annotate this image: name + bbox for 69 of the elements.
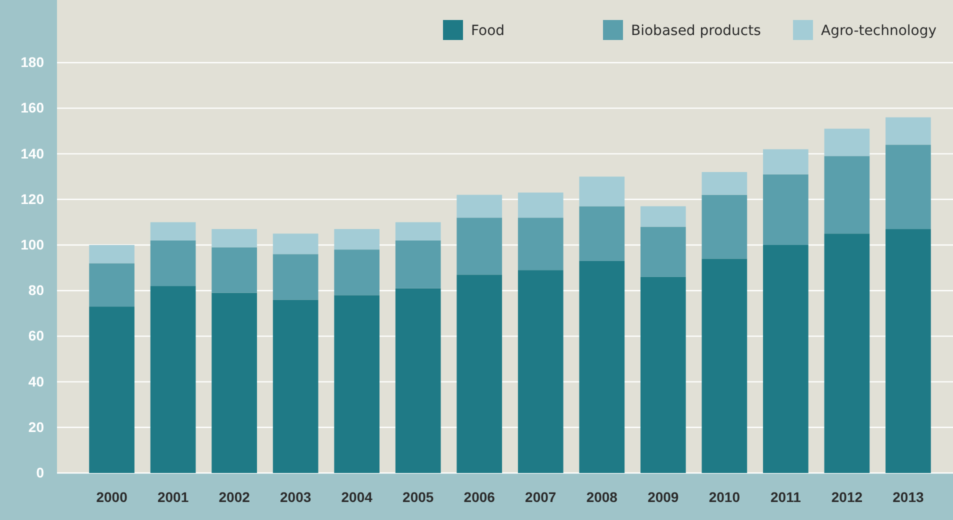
bar <box>456 274 502 473</box>
y-tick-label: 100 <box>20 236 44 252</box>
bar <box>702 194 748 259</box>
bar <box>763 245 808 473</box>
bar <box>579 176 625 206</box>
bar <box>518 218 564 270</box>
y-tick-label: 120 <box>20 190 44 207</box>
x-tick-label: 2003 <box>280 489 312 506</box>
bar <box>212 247 257 293</box>
bar <box>702 172 748 195</box>
bar <box>640 276 686 473</box>
bar <box>640 206 686 227</box>
bar <box>89 263 134 307</box>
y-tick-label: 140 <box>20 145 44 162</box>
bar <box>763 149 808 174</box>
bar <box>395 240 441 288</box>
bar <box>272 254 318 300</box>
bar <box>89 306 134 473</box>
x-tick-label: 2008 <box>586 489 618 506</box>
y-tick-label: 0 <box>36 464 44 480</box>
bar <box>212 292 257 473</box>
bar <box>824 156 870 234</box>
bar <box>579 206 625 261</box>
x-tick-label: 2005 <box>402 489 434 506</box>
y-tick-label: 160 <box>20 100 44 116</box>
bar <box>763 174 808 245</box>
y-tick-label: 180 <box>20 54 44 70</box>
bar <box>579 260 625 473</box>
bar <box>886 229 931 473</box>
bar <box>518 270 564 473</box>
x-tick-label: 2009 <box>648 489 679 506</box>
x-tick-label: 2013 <box>892 489 924 506</box>
y-tick-label: 60 <box>28 328 44 344</box>
x-tick-label: 2004 <box>341 489 373 506</box>
legend-label: Food <box>471 23 505 39</box>
bar <box>150 240 196 286</box>
bar <box>702 258 748 473</box>
bar <box>334 250 380 296</box>
bar <box>824 234 870 473</box>
x-tick-label: 2001 <box>157 489 189 506</box>
legend-label: Biobased products <box>631 23 761 39</box>
bar <box>334 295 380 473</box>
bar <box>640 226 686 277</box>
bar <box>395 288 441 473</box>
bar <box>395 222 441 240</box>
bar <box>518 192 564 218</box>
bar <box>824 128 870 156</box>
legend-label: Agro-technology <box>821 23 937 39</box>
bar <box>272 300 318 473</box>
bar <box>272 234 318 254</box>
x-tick-label: 2011 <box>770 489 802 506</box>
x-tick-label: 2006 <box>464 489 496 506</box>
bar <box>456 194 502 218</box>
bar <box>886 117 931 145</box>
y-tick-label: 80 <box>28 282 44 298</box>
x-tick-label: 2000 <box>96 489 128 506</box>
x-tick-label: 2007 <box>525 489 556 506</box>
x-tick-label: 2010 <box>708 489 740 506</box>
bar <box>89 245 134 264</box>
bar <box>150 222 196 240</box>
y-tick-label: 40 <box>28 373 44 390</box>
x-tick-label: 2002 <box>218 489 250 506</box>
y-tick-label: 20 <box>28 418 44 435</box>
bar <box>456 218 502 275</box>
x-tick-label: 2012 <box>831 489 863 506</box>
bar <box>886 144 931 230</box>
bar <box>150 286 196 473</box>
bar <box>334 229 380 250</box>
bar <box>212 229 257 248</box>
